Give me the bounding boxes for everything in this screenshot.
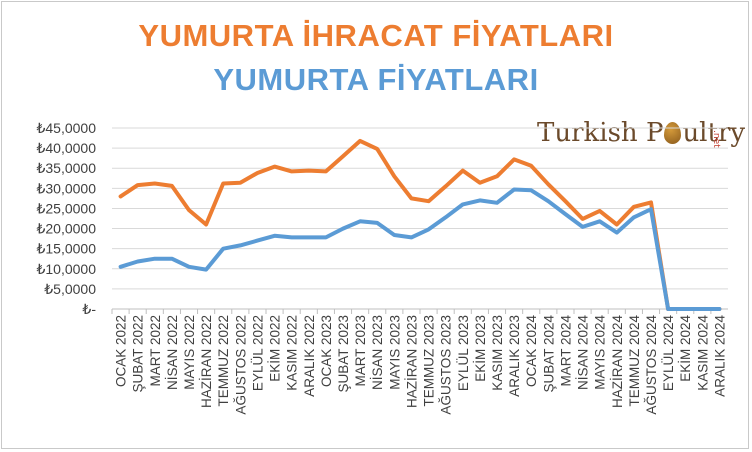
x-tick-label: MAYIS 2022 xyxy=(182,315,197,390)
y-tick-label: ₺20,0000 xyxy=(36,221,96,237)
x-tick-label: EKİM 2023 xyxy=(473,315,488,382)
x-tick-label: MART 2023 xyxy=(353,315,368,387)
x-tick-label: KASIM 2022 xyxy=(285,315,300,391)
x-tick-label: OCAK 2022 xyxy=(114,315,129,387)
y-tick-label: ₺5,0000 xyxy=(44,281,96,297)
x-tick-label: EKİM 2022 xyxy=(268,315,283,382)
x-tick-label: KASIM 2023 xyxy=(490,315,505,391)
y-tick-label: ₺30,0000 xyxy=(36,180,96,196)
x-tick-label: ŞUBAT 2023 xyxy=(336,315,351,393)
logo-text-b: ultry xyxy=(682,118,746,148)
x-tick-label: NİSAN 2023 xyxy=(370,315,385,390)
x-tick-label: NİSAN 2024 xyxy=(576,315,591,391)
x-tick-label: EKİM 2024 xyxy=(678,315,693,382)
x-tick-label: EYLÜL 2022 xyxy=(250,315,265,391)
x-tick-label: ARALIK 2022 xyxy=(302,315,317,397)
y-axis-ticks: ₺- ₺5,0000 ₺10,0000 ₺15,0000 ₺20,0000 ₺25,000… xyxy=(36,120,96,317)
series-line-1 xyxy=(118,138,722,311)
x-tick-label: AĞUSTOS 2023 xyxy=(439,315,454,415)
x-tick-label: ŞUBAT 2022 xyxy=(131,315,146,393)
x-tick-label: KASIM 2024 xyxy=(695,315,710,391)
chart-title: YUMURTA İHRACAT FİYATLARI xyxy=(138,18,614,53)
gridlines xyxy=(112,127,728,310)
x-tick-label: HAZİRAN 2024 xyxy=(610,315,625,409)
x-tick-label: EYLÜL 2023 xyxy=(456,315,471,391)
x-tick-label: ARALIK 2023 xyxy=(507,315,522,397)
x-tick-label: AĞUSTOS 2022 xyxy=(233,315,248,415)
x-tick-label: EYLÜL 2024 xyxy=(661,315,676,392)
x-tick-label: AĞUSTOS 2024 xyxy=(644,315,659,415)
x-tick-label: OCAK 2024 xyxy=(524,315,539,388)
x-axis-ticks: OCAK 2022 ŞUBAT 2022 MART 2022 NİSAN 2022 MA… xyxy=(111,309,727,415)
x-tick-label: MART 2022 xyxy=(148,315,163,387)
x-tick-label: OCAK 2023 xyxy=(319,315,334,387)
x-tick-label: NİSAN 2022 xyxy=(165,315,180,390)
y-tick-label: ₺40,0000 xyxy=(36,140,96,156)
x-tick-label: MAYIS 2023 xyxy=(387,315,402,390)
y-tick-label: ₺45,0000 xyxy=(36,120,96,136)
x-tick-label: TEMMUZ 2023 xyxy=(422,315,437,407)
y-tick-label: ₺- xyxy=(82,301,96,317)
y-tick-label: ₺25,0000 xyxy=(36,200,96,216)
y-tick-label: ₺15,0000 xyxy=(36,241,96,257)
x-tick-label: ARALIK 2024 xyxy=(712,315,727,397)
x-tick-label: MART 2024 xyxy=(558,315,573,387)
x-tick-label: TEMMUZ 2024 xyxy=(627,315,642,407)
y-tick-label: ₺35,0000 xyxy=(36,160,96,176)
x-tick-label: TEMMUZ 2022 xyxy=(216,315,231,407)
x-tick-label: ŞUBAT 2024 xyxy=(541,315,556,393)
y-tick-label: ₺10,0000 xyxy=(36,261,96,277)
x-tick-label: HAZİRAN 2023 xyxy=(404,315,419,408)
series-lines xyxy=(118,138,722,311)
series-line-2 xyxy=(118,187,722,311)
chart-subtitle: YUMURTA FİYATLARI xyxy=(213,62,539,97)
x-tick-label: MAYIS 2024 xyxy=(593,315,608,390)
x-tick-label: HAZİRAN 2022 xyxy=(199,315,214,408)
logo-sub: .net xyxy=(711,130,721,148)
logo-text-a: Turkish P xyxy=(537,118,664,148)
